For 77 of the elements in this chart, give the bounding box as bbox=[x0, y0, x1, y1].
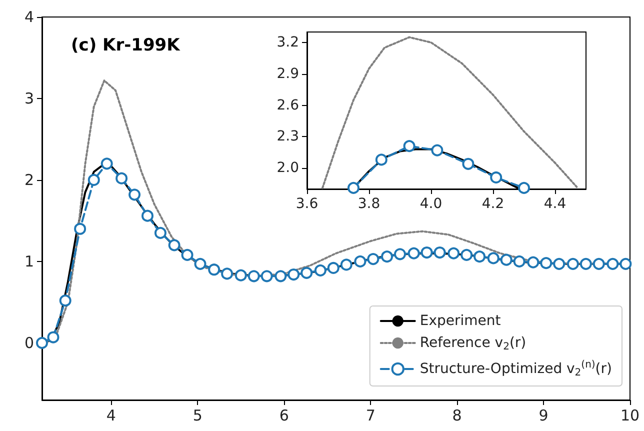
point bbox=[620, 258, 632, 270]
y-tick-label: 3.2 bbox=[276, 34, 299, 50]
point bbox=[300, 266, 313, 279]
point bbox=[460, 248, 473, 261]
point bbox=[314, 264, 326, 276]
point bbox=[394, 248, 406, 260]
x-tick-label: 4.4 bbox=[544, 196, 566, 212]
line-series bbox=[322, 36, 578, 189]
point bbox=[288, 268, 300, 281]
point bbox=[168, 239, 180, 252]
x-tick-label: 6 bbox=[279, 406, 289, 424]
point bbox=[181, 248, 194, 261]
point bbox=[100, 158, 113, 170]
y-tick-label: 2.9 bbox=[276, 66, 299, 82]
y-tick-label: 2 bbox=[24, 170, 34, 189]
point bbox=[327, 262, 340, 274]
x-tick-label: 3.8 bbox=[358, 196, 380, 212]
point bbox=[194, 258, 206, 270]
point bbox=[420, 246, 433, 258]
point bbox=[462, 158, 474, 170]
x-tick-label: 10 bbox=[620, 406, 640, 424]
point bbox=[128, 188, 141, 201]
x-tick-label: 4.0 bbox=[420, 196, 442, 212]
point bbox=[408, 247, 420, 260]
point bbox=[474, 250, 486, 263]
point bbox=[154, 226, 166, 239]
point bbox=[381, 250, 394, 263]
point bbox=[580, 258, 592, 270]
x-tick-label: 8 bbox=[452, 406, 462, 424]
x-tick-label: 9 bbox=[538, 406, 548, 424]
point bbox=[88, 174, 100, 186]
point bbox=[434, 246, 446, 258]
point bbox=[513, 255, 526, 268]
point bbox=[208, 264, 220, 276]
point bbox=[354, 255, 366, 268]
y-tick-label: 0 bbox=[24, 334, 34, 352]
point bbox=[490, 171, 502, 184]
y-tick-label: 2.0 bbox=[276, 160, 299, 176]
point bbox=[553, 258, 566, 270]
point bbox=[540, 257, 552, 270]
point bbox=[59, 294, 72, 307]
x-tick-label: 7 bbox=[366, 406, 376, 424]
y-tick-label: 2.6 bbox=[276, 97, 300, 114]
point bbox=[348, 182, 360, 194]
point bbox=[403, 140, 416, 152]
point bbox=[448, 247, 460, 260]
point bbox=[431, 144, 444, 156]
point bbox=[518, 182, 530, 194]
text: (c) Kr-199K bbox=[71, 36, 181, 56]
x-tick-label: 4 bbox=[106, 406, 116, 424]
x-tick-label: 4.2 bbox=[482, 196, 504, 212]
point bbox=[234, 269, 247, 282]
point bbox=[340, 258, 352, 271]
point bbox=[367, 253, 380, 266]
y-tick-label: 1 bbox=[24, 252, 34, 270]
point bbox=[116, 172, 128, 184]
point bbox=[221, 268, 234, 280]
point bbox=[47, 331, 60, 344]
point bbox=[248, 270, 260, 282]
point bbox=[606, 258, 619, 270]
point bbox=[527, 256, 540, 268]
point bbox=[500, 254, 512, 266]
point bbox=[274, 270, 287, 282]
y-tick-label: 2.3 bbox=[276, 128, 299, 145]
y-tick-label: 4 bbox=[24, 8, 34, 26]
point bbox=[487, 252, 500, 264]
legend-label: Experiment bbox=[420, 313, 502, 329]
y-tick-label: 3 bbox=[24, 89, 34, 108]
point bbox=[566, 258, 579, 270]
point bbox=[74, 222, 86, 235]
point bbox=[36, 336, 48, 349]
point bbox=[592, 258, 605, 270]
x-tick-label: 3.6 bbox=[296, 196, 318, 212]
point bbox=[375, 154, 388, 166]
point bbox=[142, 210, 154, 222]
x-tick-label: 5 bbox=[192, 406, 202, 424]
point bbox=[260, 270, 273, 282]
